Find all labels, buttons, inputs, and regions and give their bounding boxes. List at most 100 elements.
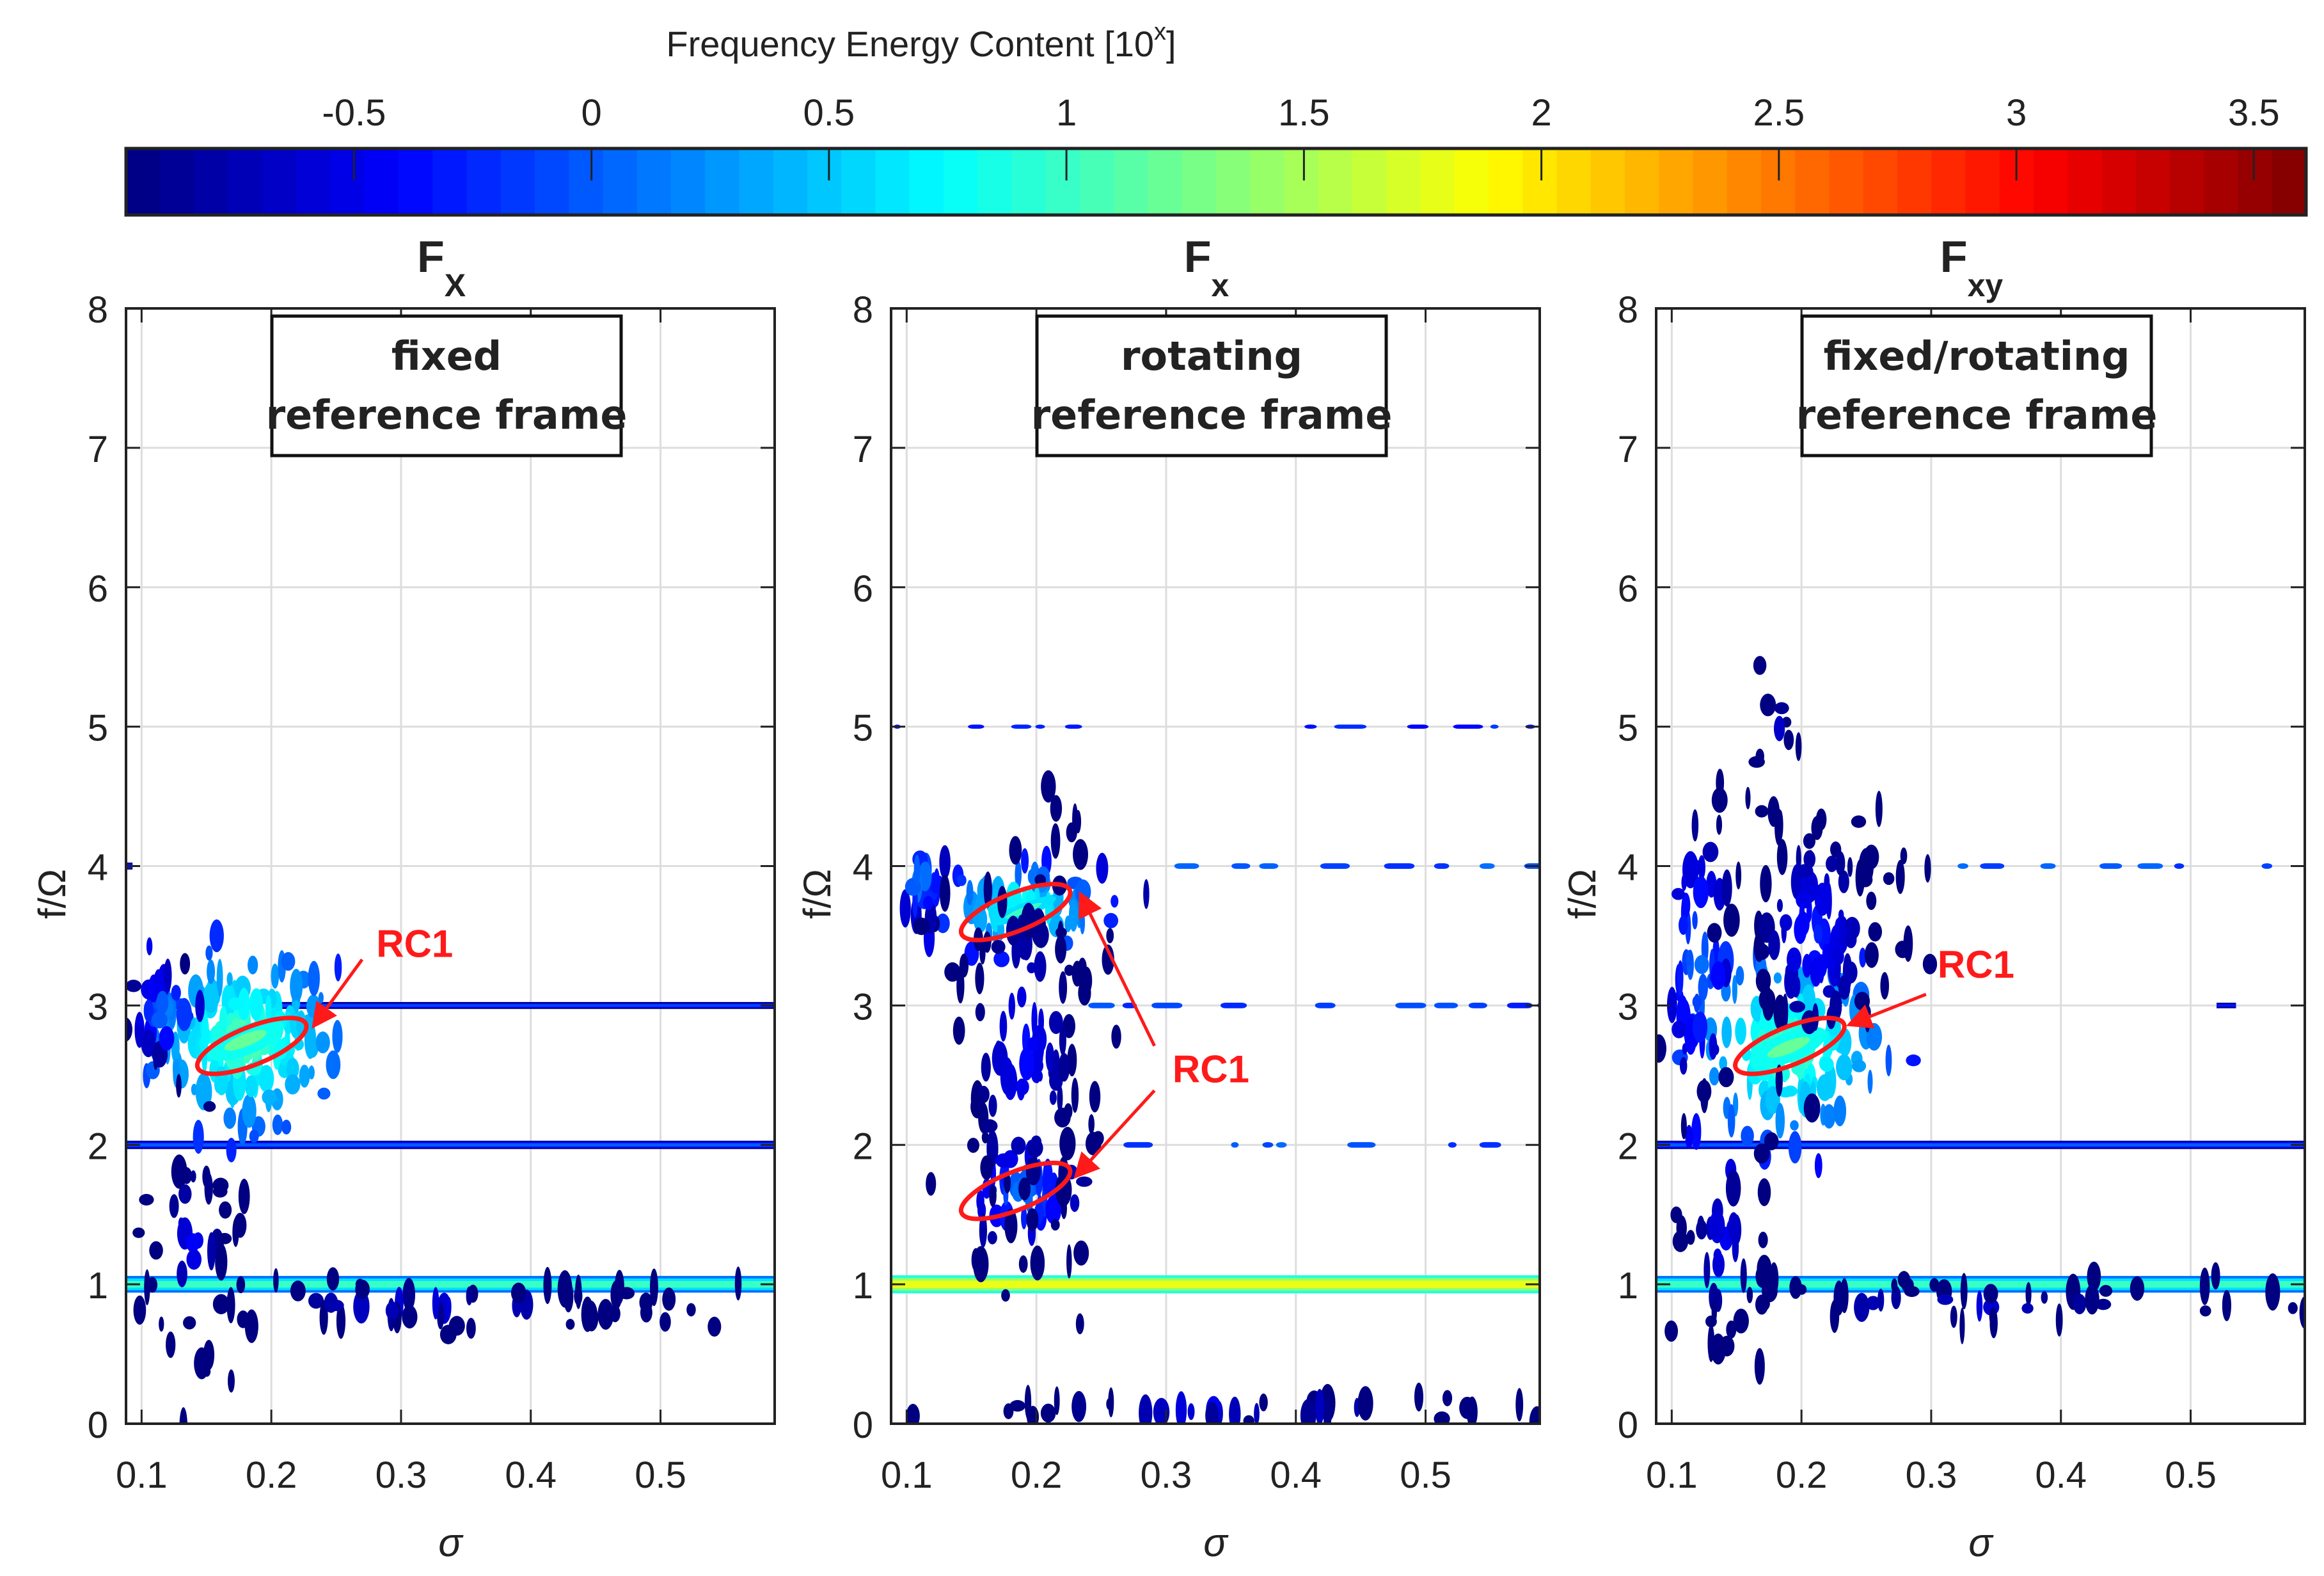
energy-blob xyxy=(1060,1296,1068,1326)
energy-blob xyxy=(171,1154,187,1189)
energy-blob xyxy=(1063,1014,1075,1039)
energy-blob xyxy=(1847,857,1853,877)
energy-blob xyxy=(180,953,191,975)
x-tick-label: 0.5 xyxy=(635,1454,686,1496)
energy-blob xyxy=(1656,1034,1666,1063)
energy-cluster xyxy=(1600,1254,2324,1344)
energy-blob xyxy=(1040,1403,1056,1423)
colorbar-swatch xyxy=(1829,148,1864,215)
band-segment xyxy=(1407,724,1429,729)
energy-blob xyxy=(190,1170,196,1182)
energy-blob xyxy=(203,982,219,1014)
energy-blob xyxy=(1788,1131,1802,1164)
energy-blob xyxy=(619,1287,635,1300)
energy-blob xyxy=(989,1184,997,1207)
colorbar-swatch xyxy=(364,148,399,215)
energy-blob xyxy=(1855,859,1865,896)
frame-label-line: reference frame xyxy=(1796,392,2158,438)
energy-blob xyxy=(1746,1287,1753,1303)
energy-blob xyxy=(1864,942,1879,968)
band-layer xyxy=(1656,1143,2305,1147)
band-segment xyxy=(2040,863,2056,869)
energy-blob xyxy=(248,955,258,975)
energy-blob xyxy=(1075,809,1082,834)
energy-blob xyxy=(1011,1136,1026,1155)
energy-blob xyxy=(1414,1382,1424,1412)
energy-blob xyxy=(308,1065,315,1079)
energy-blob xyxy=(133,1295,146,1325)
annotation-arrow xyxy=(1073,1089,1156,1179)
energy-blob xyxy=(1600,1289,1611,1309)
energy-blob xyxy=(1068,899,1079,932)
x-axis-label: σ xyxy=(1203,1521,1229,1565)
energy-blob xyxy=(1027,962,1036,974)
energy-blob xyxy=(1008,992,1015,1020)
energy-blob xyxy=(610,1305,621,1323)
energy-blob xyxy=(177,1261,187,1287)
energy-blob xyxy=(466,1317,476,1339)
energy-cluster xyxy=(899,845,951,935)
colorbar-swatch xyxy=(1727,148,1762,215)
energy-blob xyxy=(2099,1285,2113,1297)
energy-blob xyxy=(1586,1379,1595,1412)
energy-blob xyxy=(1783,729,1794,751)
energy-blob xyxy=(999,1010,1008,1042)
energy-blob xyxy=(151,1011,168,1029)
x-tick-label: 0.2 xyxy=(1011,1454,1063,1496)
energy-blob xyxy=(991,939,1006,954)
energy-blob xyxy=(1696,1220,1707,1240)
band-segment xyxy=(1262,1142,1274,1148)
energy-blob xyxy=(1851,1060,1867,1072)
energy-blob xyxy=(233,1213,247,1238)
energy-blob xyxy=(146,937,153,956)
energy-blob xyxy=(1745,786,1751,809)
colorbar-swatch xyxy=(1284,148,1319,215)
energy-blob xyxy=(446,1296,452,1316)
y-tick-label: 4 xyxy=(853,847,873,889)
band-f4 xyxy=(1174,863,1540,869)
colorbar-title: Frequency Energy Content [10x] xyxy=(666,19,1176,64)
colorbar-swatch xyxy=(228,148,263,215)
energy-blob xyxy=(281,951,296,971)
colorbar-swatch xyxy=(1386,148,1421,215)
energy-blob xyxy=(1672,1021,1686,1039)
energy-cluster xyxy=(99,953,205,1071)
energy-blob xyxy=(99,1038,104,1052)
energy-blob xyxy=(212,1294,230,1314)
colorbar-tick-label: 0.5 xyxy=(803,92,855,134)
energy-blob xyxy=(385,1301,399,1320)
energy-blob xyxy=(1755,1294,1769,1315)
energy-blob xyxy=(1066,1244,1072,1279)
energy-blob xyxy=(1054,1386,1060,1415)
colorbar-swatch xyxy=(1182,148,1217,215)
band-segment xyxy=(1434,1003,1458,1008)
energy-blob xyxy=(2087,1261,2101,1292)
energy-blob xyxy=(1776,839,1788,875)
energy-blob xyxy=(1718,1067,1734,1088)
colorbar-tick-label: 1 xyxy=(1056,92,1077,134)
energy-blob xyxy=(1034,951,1047,982)
energy-blob xyxy=(1776,899,1783,912)
x-axis-label: σ xyxy=(1968,1521,1994,1565)
energy-blob xyxy=(1031,1002,1038,1038)
energy-blob xyxy=(1187,1403,1195,1421)
colorbar-swatch xyxy=(1420,148,1455,215)
energy-blob xyxy=(217,1232,232,1245)
energy-blob xyxy=(1929,1278,1940,1292)
energy-blob xyxy=(1741,1126,1754,1146)
colorbar-swatch xyxy=(1522,148,1558,215)
energy-blob xyxy=(1799,902,1805,934)
panel-title: FX xyxy=(417,232,466,303)
energy-blob xyxy=(695,1387,705,1410)
energy-blob xyxy=(1721,1016,1732,1048)
energy-blob xyxy=(402,1305,418,1329)
energy-blob xyxy=(1691,1113,1702,1150)
energy-blob xyxy=(1875,790,1883,827)
energy-blob xyxy=(1767,796,1780,827)
energy-blob xyxy=(1064,1103,1073,1120)
energy-blob xyxy=(402,1278,416,1312)
energy-blob xyxy=(1434,1411,1450,1424)
y-tick-label: 8 xyxy=(853,289,873,331)
colorbar-swatch xyxy=(1489,148,1524,215)
energy-blob xyxy=(2311,1293,2324,1309)
